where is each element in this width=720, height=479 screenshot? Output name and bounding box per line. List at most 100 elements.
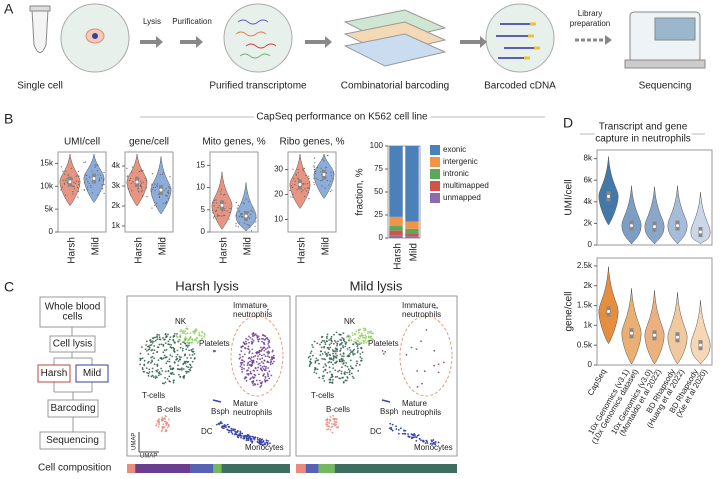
umap-point: [254, 333, 257, 336]
umap-point: [168, 338, 171, 341]
cell-dot: [74, 182, 76, 184]
umap-point: [163, 382, 166, 385]
umap-point: [331, 425, 334, 428]
x-tick-label: Harsh: [67, 237, 78, 264]
umap-point: [241, 368, 243, 371]
umap-point: [203, 334, 206, 336]
umap-point: [241, 370, 244, 373]
median-dot: [699, 230, 702, 234]
y-tick-label: 10: [196, 183, 205, 192]
umap-point: [341, 355, 343, 358]
umap-point: [158, 423, 161, 426]
umap-point: [248, 341, 250, 344]
umap-point: [325, 418, 328, 421]
umap-point: [264, 348, 267, 350]
umap-point: [245, 439, 248, 442]
umap-point: [169, 368, 172, 371]
umap-point: [412, 436, 415, 439]
umap-point: [270, 357, 273, 359]
cell-dot: [83, 161, 85, 163]
cell-dot: [63, 173, 66, 175]
cell-dot: [85, 178, 88, 180]
y-tick-label: 0.5k: [577, 340, 593, 349]
umap-point: [184, 330, 187, 333]
umap-point: [178, 355, 181, 358]
umap-point: [258, 349, 261, 352]
cell-dot: [83, 189, 86, 191]
flow-label: Cell lysis: [53, 339, 92, 350]
umap-point: [157, 359, 160, 362]
x-tick-label: Harsh: [219, 237, 230, 264]
umap-point: [163, 425, 166, 428]
umap-point: [186, 332, 189, 335]
cell-dot: [158, 195, 161, 198]
umap-point: [264, 380, 267, 383]
umap-point: [433, 349, 436, 352]
bar-segment: [389, 216, 403, 227]
umap-point: [141, 357, 144, 360]
umap-point: [240, 436, 242, 439]
y-tick-label: 50: [374, 187, 383, 196]
umap-point: [172, 349, 175, 351]
y-tick-label: 0: [379, 233, 384, 242]
umap-point: [183, 377, 185, 379]
flow-node: [47, 399, 99, 418]
cluster-label: Platelets: [368, 339, 399, 348]
umap-point: [333, 422, 336, 425]
cell-dot: [63, 179, 65, 181]
umap-point: [333, 339, 336, 342]
umap-point: [395, 425, 397, 428]
umap-point: [251, 380, 254, 383]
umap-point: [240, 435, 243, 437]
umap-point: [342, 381, 345, 384]
y-tick-label: 15: [196, 160, 205, 169]
umap-point: [146, 371, 148, 374]
step-label: Barcoded cDNA: [484, 81, 556, 92]
neutrophil-outline: [399, 315, 453, 397]
cell-dot: [88, 182, 90, 185]
umap-point: [399, 427, 402, 430]
cell-dot: [103, 171, 105, 174]
umap-point: [160, 430, 163, 433]
umap-point: [164, 342, 167, 344]
umap-point: [249, 358, 252, 360]
composition-segment: [318, 464, 335, 473]
cell-dot: [77, 190, 79, 193]
umap-point: [153, 344, 156, 347]
cell-dot: [73, 187, 75, 190]
umap-point: [166, 360, 169, 363]
umap-point: [247, 338, 249, 341]
umap-point: [345, 336, 348, 338]
cell-dot: [70, 167, 72, 169]
cell-dot: [252, 211, 254, 213]
umap-point: [369, 339, 372, 342]
umap-point: [238, 434, 241, 437]
umap-point: [182, 368, 185, 370]
x-tick-label: Harsh: [297, 237, 308, 264]
umap-point: [156, 333, 159, 336]
cluster-label: Bsph: [211, 407, 229, 416]
x-tick-label: Mild: [91, 237, 102, 255]
cell-dot: [215, 199, 217, 201]
umap-point: [198, 331, 201, 334]
umap-point: [360, 342, 363, 344]
section-title: Transcript and gene: [599, 122, 688, 133]
cell-dot: [138, 191, 140, 193]
umap-point: [251, 361, 254, 363]
y-axis-label: fraction, %: [355, 168, 366, 215]
umap-point: [148, 368, 151, 371]
umap-point: [342, 362, 345, 364]
umap-point: [176, 353, 179, 356]
umap-point: [330, 339, 333, 342]
cell-dot: [220, 191, 222, 193]
cell-dot: [103, 178, 105, 180]
umap-point: [268, 346, 271, 349]
umap-point: [263, 343, 266, 346]
umap-point: [338, 360, 341, 363]
umap-point: [258, 338, 261, 340]
umap-point: [261, 361, 263, 363]
umap-point: [346, 377, 349, 379]
umap-point: [250, 440, 253, 443]
median-dot: [244, 214, 248, 218]
umap-point: [309, 358, 312, 361]
